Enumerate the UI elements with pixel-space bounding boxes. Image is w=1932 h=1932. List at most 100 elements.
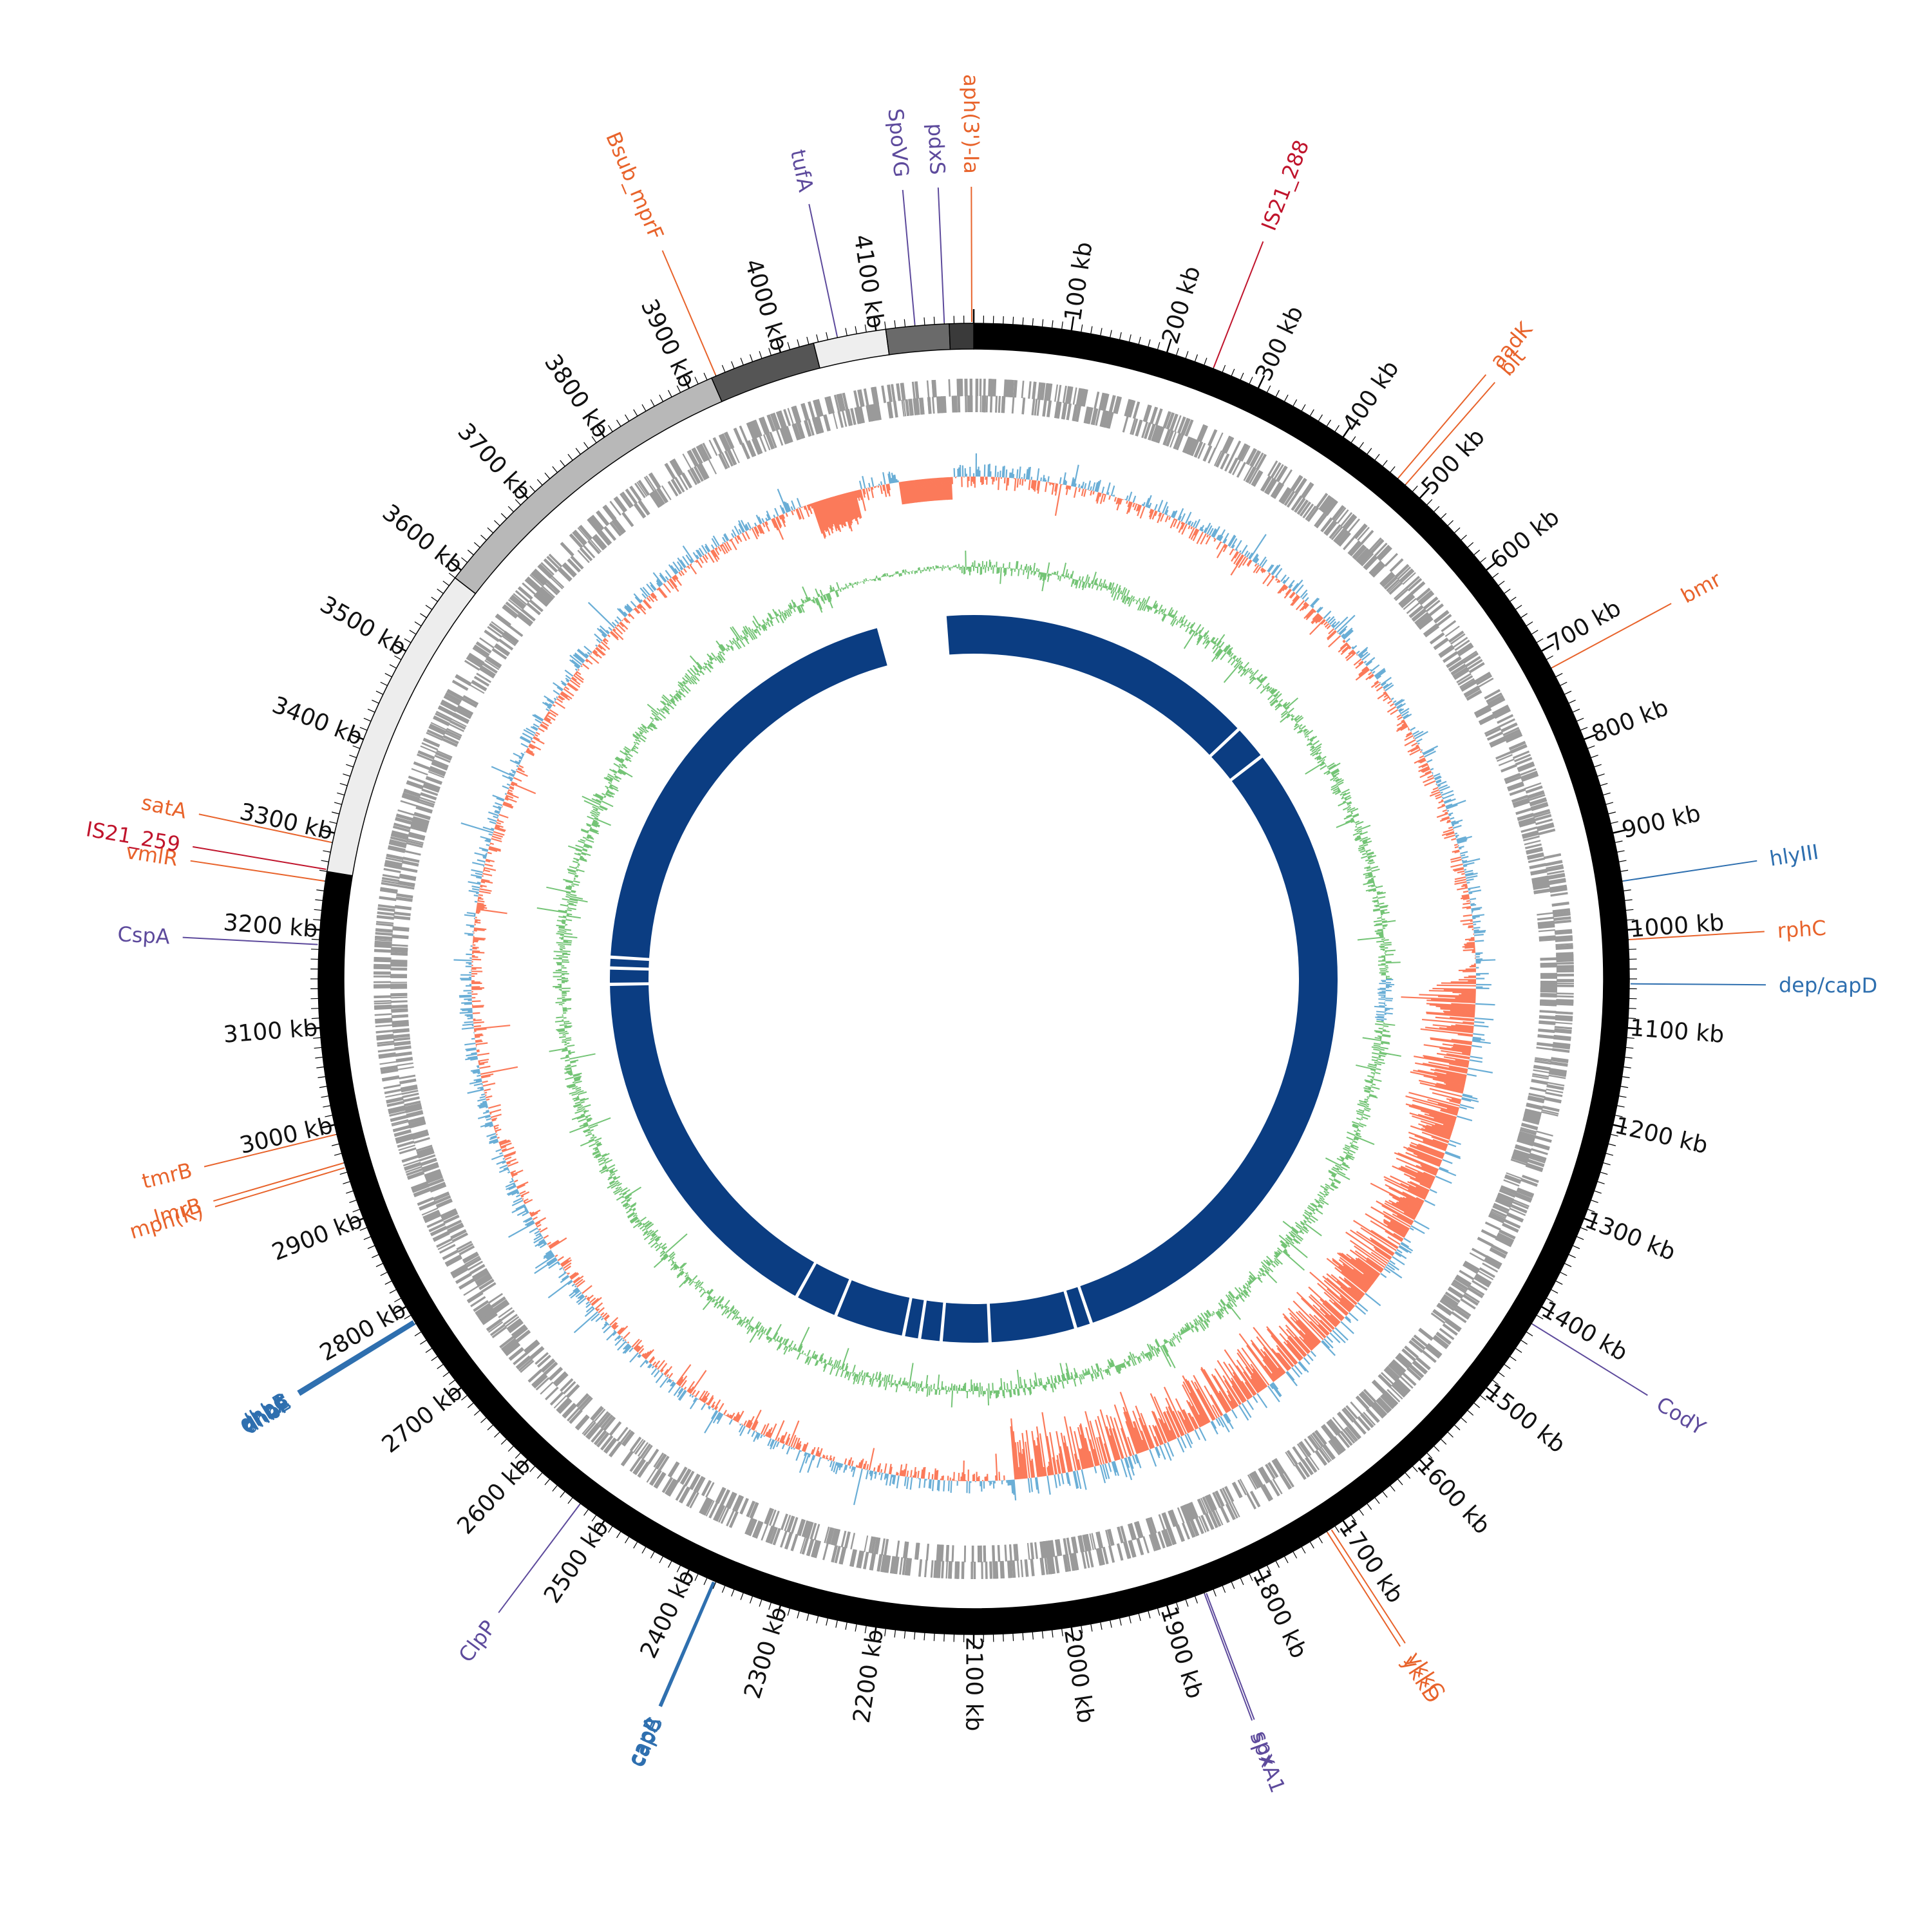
minor-tick — [311, 949, 319, 950]
cds-feature — [934, 1560, 939, 1578]
cds-feature — [995, 395, 998, 413]
minor-tick — [659, 394, 664, 402]
cds-feature — [480, 1282, 497, 1293]
gc-bar — [639, 1359, 647, 1368]
cds-feature — [1522, 1117, 1540, 1124]
cds-feature — [833, 394, 840, 412]
cds-feature — [658, 1455, 670, 1472]
cds-feature — [1054, 1555, 1060, 1574]
minor-tick — [1176, 1602, 1179, 1610]
cds-feature — [567, 558, 582, 573]
minor-tick — [1426, 1452, 1433, 1459]
cds-feature — [954, 395, 958, 413]
cds-feature — [404, 1100, 421, 1107]
cds-feature — [1124, 1541, 1132, 1559]
cds-feature — [634, 1439, 646, 1455]
minor-tick — [1081, 1625, 1083, 1634]
cds-feature — [1479, 1267, 1495, 1278]
cds-feature — [1357, 526, 1370, 541]
cds-feature — [522, 582, 536, 596]
cds-feature — [857, 1550, 864, 1569]
cds-feature — [1282, 489, 1293, 505]
cds-feature — [400, 1084, 418, 1091]
cds-feature — [393, 1037, 411, 1041]
cds-feature — [592, 1407, 604, 1421]
cds-feature — [1334, 507, 1347, 522]
major-tick — [1257, 375, 1265, 389]
gc-bar — [1256, 1393, 1268, 1408]
minor-tick — [1536, 638, 1544, 643]
minor-tick — [625, 414, 630, 422]
minor-tick — [323, 850, 331, 853]
cds-feature — [1555, 946, 1573, 950]
gc-bar — [1007, 477, 1010, 486]
gc-bar — [723, 1410, 728, 1416]
minor-tick — [616, 419, 621, 427]
cds-feature — [520, 1360, 535, 1373]
minor-tick — [668, 390, 672, 397]
gc-bar — [1435, 783, 1437, 786]
cds-feature — [723, 431, 734, 450]
major-tick — [1419, 487, 1430, 499]
cds-feature — [887, 401, 893, 419]
cds-feature — [1014, 380, 1018, 398]
cds-feature — [1542, 1105, 1560, 1112]
cds-feature — [1268, 1462, 1279, 1478]
gc-bar — [1059, 477, 1062, 484]
minor-tick — [323, 1105, 331, 1108]
cds-feature — [473, 644, 490, 656]
cds-feature — [582, 544, 596, 559]
cds-feature — [399, 1079, 417, 1084]
minor-tick — [339, 1171, 348, 1175]
minor-tick — [507, 1445, 514, 1452]
minor-tick — [343, 773, 351, 777]
minor-tick — [560, 460, 565, 467]
gc-bar — [1434, 793, 1441, 797]
gc-bar — [906, 1470, 909, 1477]
cds-feature — [817, 416, 824, 433]
minor-tick — [1412, 486, 1418, 492]
minor-tick — [431, 596, 438, 602]
cds-feature — [668, 1462, 679, 1478]
minor-tick — [442, 580, 450, 586]
cds-feature — [1553, 920, 1571, 924]
cds-feature — [544, 582, 558, 596]
cds-feature — [408, 1116, 425, 1123]
gc-bar — [627, 1341, 629, 1344]
gc-bar — [511, 1199, 524, 1207]
cds-feature — [1322, 1424, 1335, 1439]
cds-feature — [562, 564, 576, 578]
cds-feature — [672, 459, 683, 475]
gc-bar — [1463, 914, 1472, 917]
gc-bar — [1442, 796, 1444, 799]
gc-bar — [1332, 621, 1340, 629]
gc-bar — [1028, 479, 1031, 490]
cds-feature — [377, 907, 395, 913]
gc-bar — [1399, 712, 1401, 714]
minor-tick — [1479, 557, 1486, 563]
gc-bar — [482, 1080, 488, 1083]
cds-feature — [1441, 1298, 1456, 1309]
gc-bar — [1475, 952, 1483, 954]
tick-label-600: 600 kb — [1486, 504, 1564, 574]
cds-feature — [434, 755, 451, 763]
cds-feature — [410, 826, 427, 833]
cds-feature — [403, 789, 421, 798]
gc-bar — [1459, 848, 1462, 850]
minor-tick — [1110, 1620, 1112, 1628]
minor-tick — [480, 535, 487, 541]
cds-feature — [482, 1312, 498, 1325]
cds-feature — [643, 476, 655, 492]
cds-feature — [527, 1368, 543, 1383]
cds-feature — [1024, 1559, 1028, 1577]
cds-feature — [772, 413, 780, 430]
cds-feature — [1003, 396, 1006, 413]
cds-feature — [831, 1544, 838, 1563]
cds-feature — [1358, 549, 1372, 564]
gc-bar — [999, 470, 1001, 478]
cds-feature — [1231, 440, 1242, 457]
cds-feature — [1127, 1523, 1135, 1540]
cds-feature — [533, 1374, 548, 1389]
cds-feature — [1537, 912, 1554, 916]
cds-feature — [1016, 1560, 1020, 1578]
